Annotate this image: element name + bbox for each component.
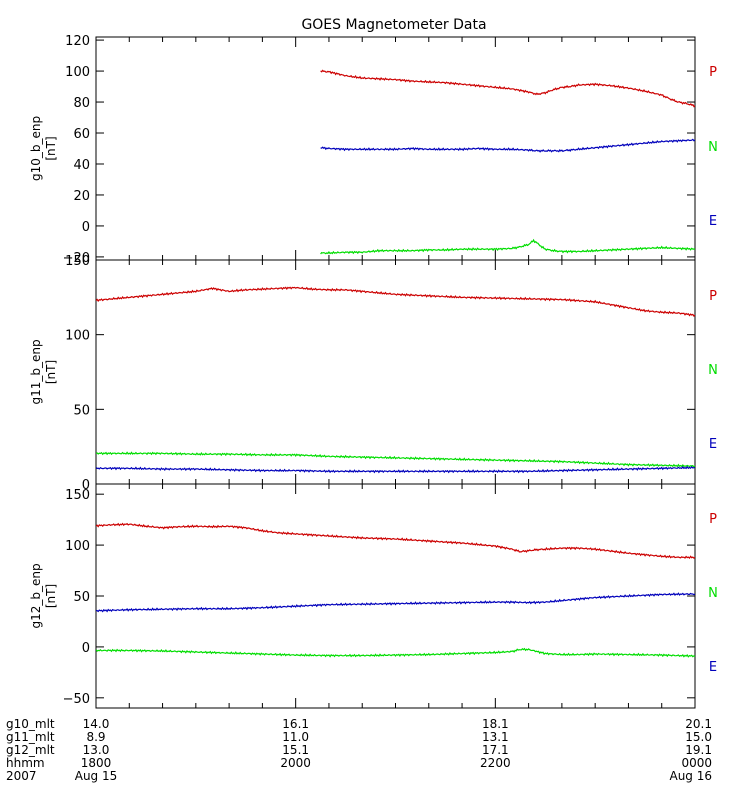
x-tick-value: 8.9 — [86, 730, 105, 744]
legend-E: E — [709, 660, 717, 675]
legend-N: N — [708, 363, 718, 378]
chart-title: GOES Magnetometer Data — [301, 17, 486, 33]
legend-P: P — [709, 512, 717, 527]
x-tick-value: 0000 — [681, 756, 712, 770]
x-tick-value: 13.0 — [83, 743, 110, 757]
panel-g11_b_enp: 0 50 100 150 g11_b_enp [nT] P N E — [29, 254, 718, 493]
y-tick-label: 100 — [65, 329, 90, 344]
y-tick-label: 80 — [73, 96, 90, 111]
series-line-P — [96, 522, 695, 559]
x-tick-value: 2200 — [480, 756, 511, 770]
x-tick-value: 16.1 — [282, 717, 309, 731]
panel-frame — [95, 36, 696, 261]
y-axis-label: g10_b_enp — [29, 116, 43, 181]
series-line-N — [320, 238, 695, 255]
series-line-E — [96, 465, 695, 474]
y-tick-label: 150 — [65, 254, 90, 269]
row-label-g10_mlt: g10_mlt — [6, 717, 55, 731]
y-axis-unit: [nT] — [44, 584, 58, 608]
x-tick-value: 20.1 — [685, 717, 712, 731]
x-tick-value: 14.0 — [83, 717, 110, 731]
y-tick-label: −20 — [63, 251, 90, 266]
y-axis-label: g11_b_enp — [29, 339, 43, 404]
x-tick-value: 1800 — [81, 756, 112, 770]
y-tick-label: 150 — [65, 488, 90, 503]
x-tick-value: 13.1 — [482, 730, 509, 744]
y-tick-label: 50 — [73, 403, 90, 418]
y-tick-label: 0 — [82, 478, 90, 493]
panel-g10_b_enp: −20 0 20 40 60 80 100 120 g10_b_enp [nT] P N E — [29, 34, 718, 266]
legend-N: N — [708, 140, 718, 155]
series-line-N — [96, 451, 695, 468]
series-line-N — [96, 647, 695, 658]
legend-E: E — [709, 214, 717, 229]
x-tick-value: 15.0 — [685, 730, 712, 744]
legend-N: N — [708, 586, 718, 601]
y-tick-label: 40 — [73, 158, 90, 173]
series-line-P — [320, 69, 695, 108]
y-axis-unit: [nT] — [44, 136, 58, 160]
y-axis-unit: [nT] — [44, 360, 58, 384]
row-label-g12_mlt: g12_mlt — [6, 743, 55, 757]
x-tick-value: 19.1 — [685, 743, 712, 757]
y-tick-label: 20 — [73, 189, 90, 204]
legend-P: P — [709, 65, 717, 80]
panel-g12_b_enp: −50 0 50 100 150 g12_b_enp [nT] P N E — [29, 483, 718, 709]
y-axis-label: g12_b_enp — [29, 563, 43, 628]
x-tick-value: 11.0 — [282, 730, 309, 744]
series-line-P — [96, 286, 695, 317]
series-line-E — [320, 138, 695, 153]
x-tick-value: 2000 — [280, 756, 311, 770]
row-label-hhmm: hhmm — [6, 756, 45, 770]
panel-frame — [95, 259, 696, 485]
y-tick-label: 120 — [65, 34, 90, 49]
legend-P: P — [709, 289, 717, 304]
x-tick-value: 15.1 — [282, 743, 309, 757]
panel-frame — [95, 483, 696, 709]
x-tick-value: 17.1 — [482, 743, 509, 757]
x-tick-value: Aug 16 — [669, 769, 712, 783]
y-tick-label: 100 — [65, 65, 90, 80]
row-label-2007: 2007 — [6, 769, 37, 783]
legend-E: E — [709, 437, 717, 452]
series-line-E — [96, 592, 695, 613]
x-tick-value: Aug 15 — [75, 769, 118, 783]
y-tick-label: 60 — [73, 127, 90, 142]
x-tick-value: 18.1 — [482, 717, 509, 731]
y-tick-label: 0 — [82, 641, 90, 656]
y-tick-label: 0 — [82, 220, 90, 235]
y-tick-label: 50 — [73, 590, 90, 605]
y-tick-label: 100 — [65, 539, 90, 554]
row-label-g11_mlt: g11_mlt — [6, 730, 55, 744]
y-tick-label: −50 — [63, 692, 90, 707]
